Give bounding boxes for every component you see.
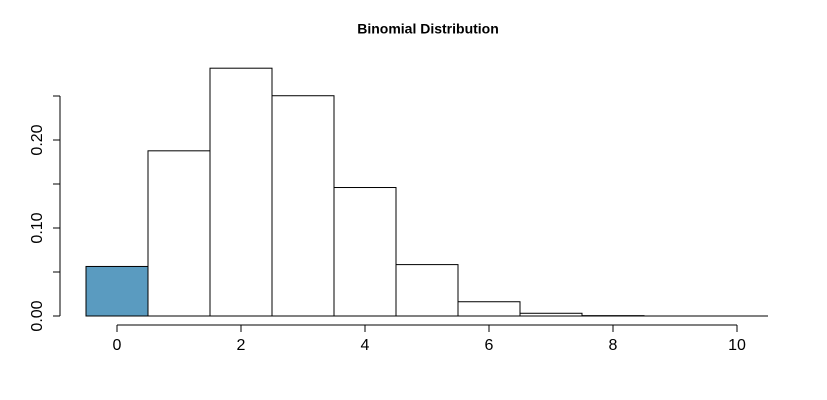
bar [85,265,149,317]
y-tick-label: 0.10 [29,212,46,243]
bar [209,67,273,317]
x-tick-label: 10 [728,337,746,354]
x-tick-label: 0 [113,337,122,354]
x-tick-label: 8 [609,337,618,354]
bar [457,301,521,317]
y-tick-label: 0.00 [29,300,46,331]
bar [271,95,335,317]
bar [333,187,397,317]
y-tick-label: 0.20 [29,124,46,155]
x-tick-label: 6 [485,337,494,354]
chart-title: Binomial Distribution [357,21,499,37]
x-tick-label: 2 [237,337,246,354]
bar [147,150,211,317]
x-tick-label: 4 [361,337,370,354]
bar [395,264,459,317]
